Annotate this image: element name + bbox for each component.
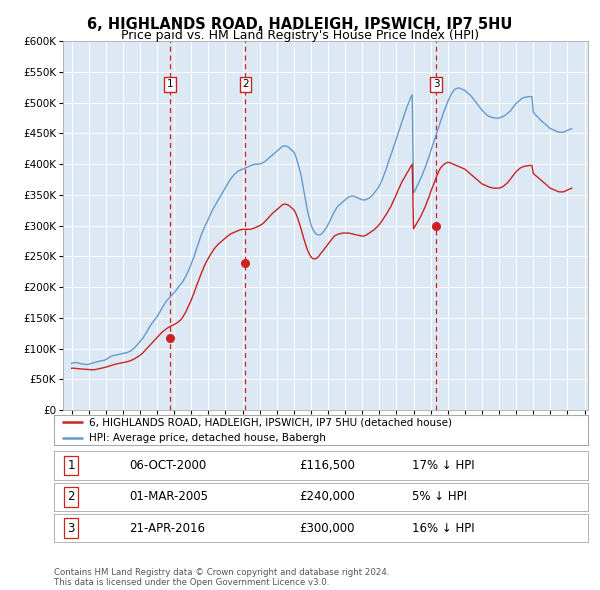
Text: 06-OCT-2000: 06-OCT-2000 <box>129 459 206 472</box>
Text: 2: 2 <box>242 79 249 89</box>
Text: 16% ↓ HPI: 16% ↓ HPI <box>412 522 475 535</box>
Text: Price paid vs. HM Land Registry's House Price Index (HPI): Price paid vs. HM Land Registry's House … <box>121 30 479 42</box>
Text: 2: 2 <box>67 490 75 503</box>
Text: 01-MAR-2005: 01-MAR-2005 <box>129 490 208 503</box>
Text: 1: 1 <box>67 459 75 472</box>
Text: £240,000: £240,000 <box>299 490 355 503</box>
Text: 1: 1 <box>167 79 173 89</box>
Text: 6, HIGHLANDS ROAD, HADLEIGH, IPSWICH, IP7 5HU: 6, HIGHLANDS ROAD, HADLEIGH, IPSWICH, IP… <box>88 17 512 31</box>
Text: 3: 3 <box>433 79 439 89</box>
Text: 5% ↓ HPI: 5% ↓ HPI <box>412 490 467 503</box>
Text: Contains HM Land Registry data © Crown copyright and database right 2024.
This d: Contains HM Land Registry data © Crown c… <box>54 568 389 587</box>
Text: 3: 3 <box>67 522 75 535</box>
Text: HPI: Average price, detached house, Babergh: HPI: Average price, detached house, Babe… <box>89 433 326 442</box>
Text: £300,000: £300,000 <box>299 522 355 535</box>
Text: 21-APR-2016: 21-APR-2016 <box>129 522 205 535</box>
Text: £116,500: £116,500 <box>299 459 356 472</box>
Text: 6, HIGHLANDS ROAD, HADLEIGH, IPSWICH, IP7 5HU (detached house): 6, HIGHLANDS ROAD, HADLEIGH, IPSWICH, IP… <box>89 418 452 427</box>
Text: 17% ↓ HPI: 17% ↓ HPI <box>412 459 475 472</box>
